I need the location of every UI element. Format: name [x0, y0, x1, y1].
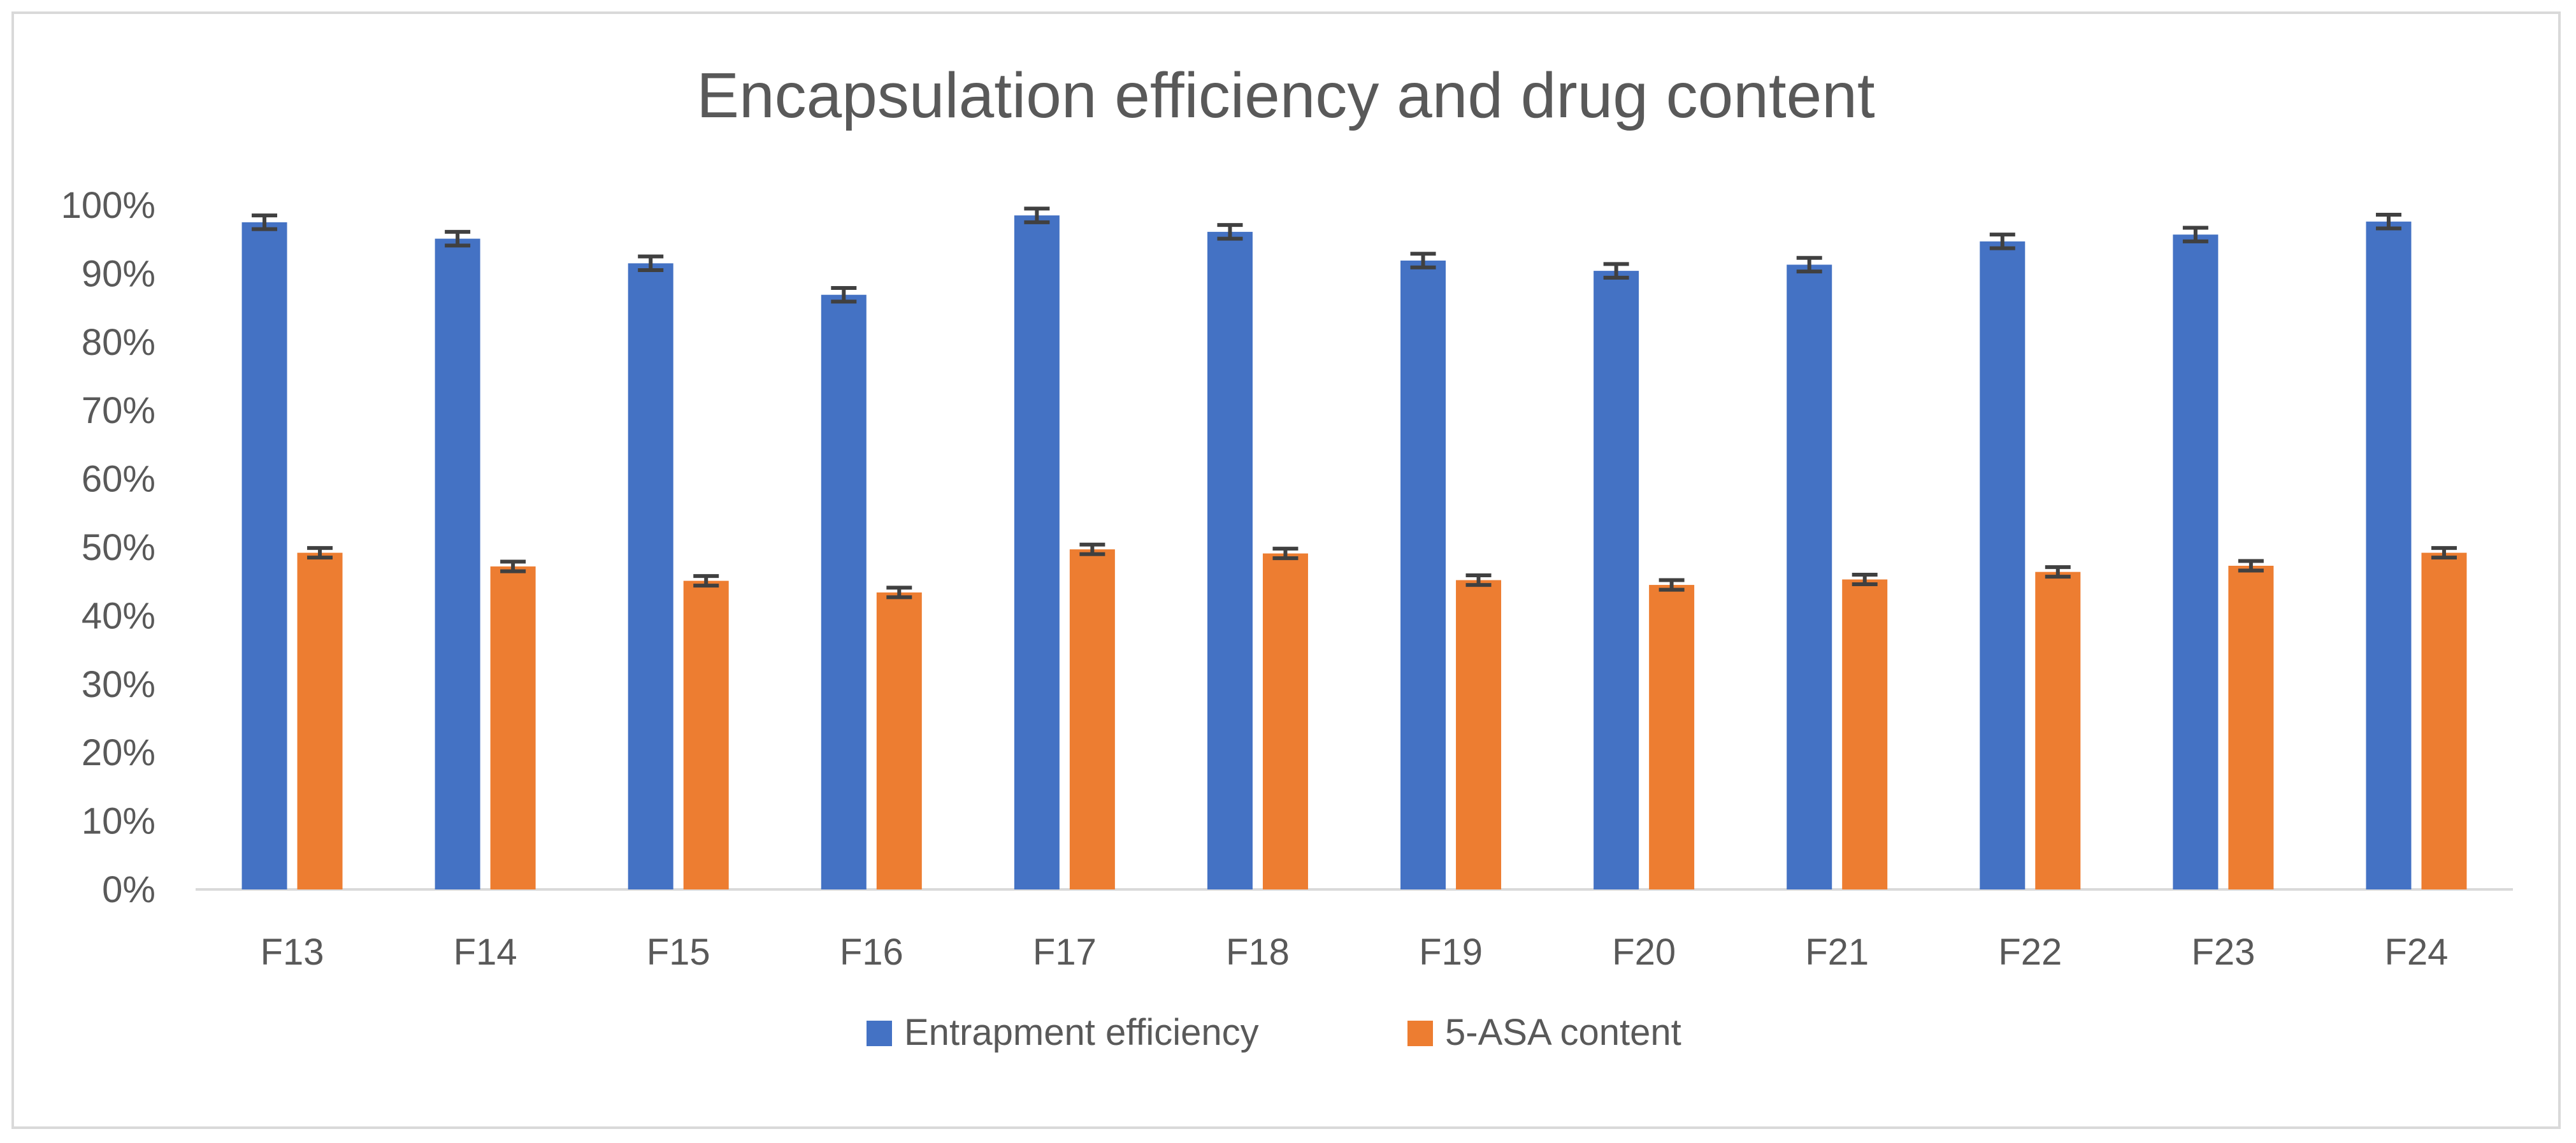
bar-entrapment-efficiency-f24 [2366, 221, 2412, 889]
error-bars [252, 206, 2457, 600]
x-tick-label: F13 [261, 931, 324, 973]
legend-swatch-entrapment-efficiency [867, 1021, 892, 1046]
x-tick-label: F16 [840, 931, 903, 973]
bar-5-asa-content-f18 [1262, 553, 1308, 889]
bar-5-asa-content-f19 [1456, 580, 1502, 889]
bar-entrapment-efficiency-f19 [1400, 260, 1446, 889]
x-tick-label: F17 [1033, 931, 1097, 973]
bars [241, 215, 2467, 890]
bar-entrapment-efficiency-f14 [435, 238, 480, 890]
x-tick-label: F23 [2191, 931, 2255, 973]
bar-5-asa-content-f22 [2035, 572, 2081, 889]
bar-entrapment-efficiency-f20 [1594, 271, 1639, 889]
bar-5-asa-content-f15 [683, 580, 729, 889]
x-tick-label: F21 [1805, 931, 1869, 973]
x-tick-label: F20 [1612, 931, 1676, 973]
bar-5-asa-content-f23 [2228, 565, 2274, 889]
bar-5-asa-content-f16 [876, 592, 922, 889]
x-tick-label: F14 [454, 931, 517, 973]
bar-entrapment-efficiency-f13 [241, 222, 287, 890]
bar-5-asa-content-f17 [1069, 549, 1115, 889]
x-tick-label: F24 [2384, 931, 2448, 973]
legend-swatch-5-asa-content [1407, 1021, 1433, 1046]
bar-5-asa-content-f14 [490, 566, 536, 889]
y-tick-label: 60% [82, 459, 155, 500]
x-axis: F13 F14 F15 F16 F17 F18 F19 F20 F21 F22 F23 F24 [196, 888, 2513, 973]
bar-entrapment-efficiency-f17 [1014, 215, 1060, 889]
chart-svg: Encapsulation efficiency and drug conten… [61, 60, 2513, 1053]
x-tick-label: F15 [647, 931, 710, 973]
y-tick-label: 50% [82, 527, 155, 568]
y-tick-label: 80% [82, 322, 155, 363]
bar-entrapment-efficiency-f15 [628, 263, 673, 889]
chart-frame: Encapsulation efficiency and drug conten… [11, 11, 2561, 1129]
bar-5-asa-content-f20 [1649, 585, 1695, 889]
y-tick-label: 30% [82, 664, 155, 705]
bar-entrapment-efficiency-f21 [1787, 264, 1832, 889]
x-tick-label: F18 [1226, 931, 1290, 973]
y-tick-label: 40% [82, 595, 155, 636]
bar-entrapment-efficiency-f18 [1207, 231, 1253, 889]
bar-entrapment-efficiency-f22 [1980, 241, 2026, 889]
y-tick-label: 100% [61, 185, 155, 226]
y-tick-label: 20% [82, 732, 155, 773]
x-tick-label: F19 [1419, 931, 1483, 973]
y-tick-label: 10% [82, 801, 155, 842]
y-tick-label: 90% [82, 253, 155, 294]
y-tick-label: 0% [102, 869, 155, 910]
bar-5-asa-content-f13 [297, 552, 343, 889]
legend: Entrapment efficiency 5-ASA content [867, 1012, 1681, 1053]
y-tick-label: 70% [82, 390, 155, 431]
bar-5-asa-content-f24 [2421, 552, 2467, 889]
chart-title: Encapsulation efficiency and drug conten… [696, 60, 1875, 131]
legend-label-entrapment-efficiency: Entrapment efficiency [904, 1012, 1259, 1053]
y-axis: 0% 10% 20% 30% 40% 50% 60% 70% 80% 90% 100% [61, 185, 155, 910]
legend-label-5-asa-content: 5-ASA content [1445, 1012, 1681, 1053]
bar-5-asa-content-f21 [1842, 579, 1888, 889]
x-tick-label: F22 [1998, 931, 2062, 973]
bar-entrapment-efficiency-f23 [2173, 234, 2219, 889]
bar-entrapment-efficiency-f16 [821, 294, 867, 890]
